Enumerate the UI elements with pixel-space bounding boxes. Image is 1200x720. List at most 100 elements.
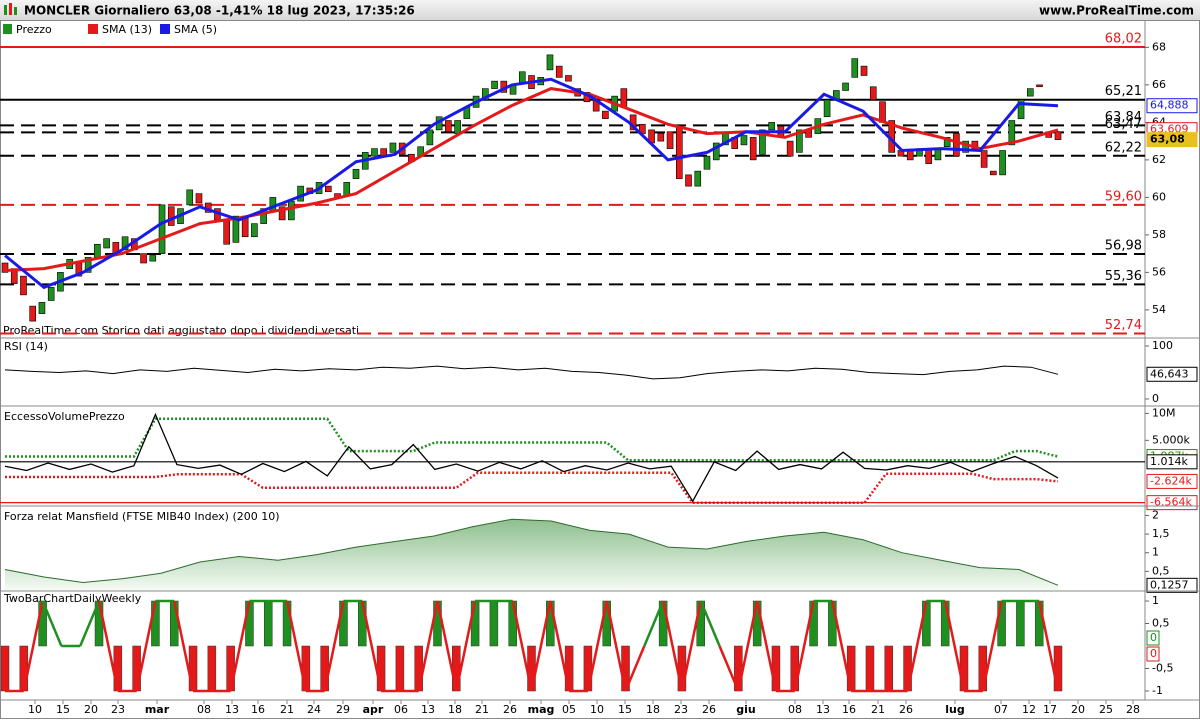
y-tick-label: 1,5 <box>1152 527 1170 540</box>
bar <box>339 600 348 647</box>
x-tick-label: 21 <box>280 703 294 716</box>
y-tick-label: 0,5 <box>1152 617 1170 630</box>
x-tick-label: 25 <box>1099 703 1113 716</box>
candle <box>195 193 203 204</box>
candle <box>546 54 554 71</box>
y-tick-label: 2 <box>1152 508 1159 521</box>
x-tick-label: 21 <box>871 703 885 716</box>
candle <box>675 125 683 179</box>
y-tick-label: 56 <box>1152 265 1166 278</box>
bar <box>564 645 574 692</box>
x-tick-label: 08 <box>788 703 802 716</box>
candle <box>768 122 775 131</box>
candle <box>103 238 110 249</box>
x-tick-label: 26 <box>899 703 913 716</box>
candle <box>943 137 951 148</box>
signal-line <box>455 600 477 692</box>
candle <box>389 142 397 153</box>
app-icon <box>4 3 17 15</box>
level-label: 55,36 <box>1105 269 1142 284</box>
x-tick-label: giu <box>736 703 755 716</box>
y-tick-label: 54 <box>1152 303 1166 316</box>
value-box <box>1146 98 1198 114</box>
panel-title: RSI (14) <box>4 340 48 353</box>
level-label: 59,60 <box>1105 189 1142 204</box>
candle <box>223 219 230 245</box>
x-tick-label: 06 <box>394 703 408 716</box>
level-label: 56,98 <box>1105 239 1142 254</box>
value-label: -6.564k <box>1150 496 1192 509</box>
bar <box>376 645 386 692</box>
sma-line <box>4 77 1059 290</box>
candle <box>685 174 692 187</box>
y-tick-label: 10M <box>1152 406 1176 419</box>
signal-line <box>699 600 721 647</box>
value-label: 63,08 <box>1150 133 1185 146</box>
value-label: 64,888 <box>1150 99 1189 112</box>
x-tick-label: 24 <box>307 703 321 716</box>
value-box <box>1146 630 1160 646</box>
candle <box>278 206 286 221</box>
bar <box>301 645 311 692</box>
y-tick-label: -0,5 <box>1152 662 1173 675</box>
bar <box>790 645 799 692</box>
candle <box>251 223 258 238</box>
x-tick-label: 21 <box>475 703 489 716</box>
legend-item: Prezzo <box>16 23 52 36</box>
signal-line <box>22 600 44 692</box>
value-label: -2.624k <box>1150 474 1192 487</box>
y-tick-label: 0 <box>1152 392 1159 405</box>
x-tick-label: 12 <box>1022 703 1036 716</box>
y-tick-label: 62 <box>1152 153 1166 166</box>
bar <box>1034 600 1044 647</box>
signal-line <box>981 600 1003 692</box>
x-tick-label: 13 <box>816 703 830 716</box>
bar <box>809 600 818 647</box>
bar <box>677 645 687 692</box>
bar <box>771 645 781 692</box>
x-tick-label: 15 <box>56 703 70 716</box>
candle <box>518 71 526 84</box>
value-box <box>1146 366 1198 382</box>
candle <box>186 189 194 206</box>
x-tick-label: 16 <box>251 703 265 716</box>
candle <box>20 275 27 296</box>
bar <box>903 645 912 692</box>
x-tick-label: lug <box>945 703 964 716</box>
candle <box>851 58 859 78</box>
x-tick-label: 10 <box>28 703 42 716</box>
bar <box>414 645 423 692</box>
x-tick-label: 18 <box>646 703 660 716</box>
x-tick-label: 08 <box>197 703 211 716</box>
value-box <box>1146 473 1198 489</box>
candle <box>823 99 831 118</box>
x-tick-label: 28 <box>1126 703 1140 716</box>
signal-line <box>661 600 684 692</box>
bar <box>433 600 442 647</box>
y-tick-label: 5.000k <box>1152 433 1190 446</box>
site-link[interactable]: www.ProRealTime.com <box>1039 4 1194 18</box>
panel-title: TwoBarChartDailyWeekly <box>3 592 142 605</box>
signal-line <box>79 600 101 647</box>
value-box <box>1146 132 1198 148</box>
y-tick-label: 0,5 <box>1152 564 1170 577</box>
bar <box>151 600 160 647</box>
candle <box>740 135 748 146</box>
signal-line <box>906 600 928 692</box>
level-label: 68,02 <box>1105 32 1142 47</box>
signal-line <box>436 600 458 692</box>
candle <box>167 206 175 226</box>
level-label: 63,47 <box>1105 117 1142 132</box>
x-tick-label: 29 <box>336 703 350 716</box>
bar <box>358 600 367 647</box>
signal-line <box>605 600 627 692</box>
bar <box>602 600 611 647</box>
y-tick-label: 60 <box>1152 190 1166 203</box>
bar <box>940 600 950 647</box>
candle <box>232 215 240 243</box>
x-tick-label: apr <box>363 703 384 716</box>
bar <box>0 645 10 692</box>
candle <box>990 170 997 176</box>
candle <box>297 185 304 202</box>
